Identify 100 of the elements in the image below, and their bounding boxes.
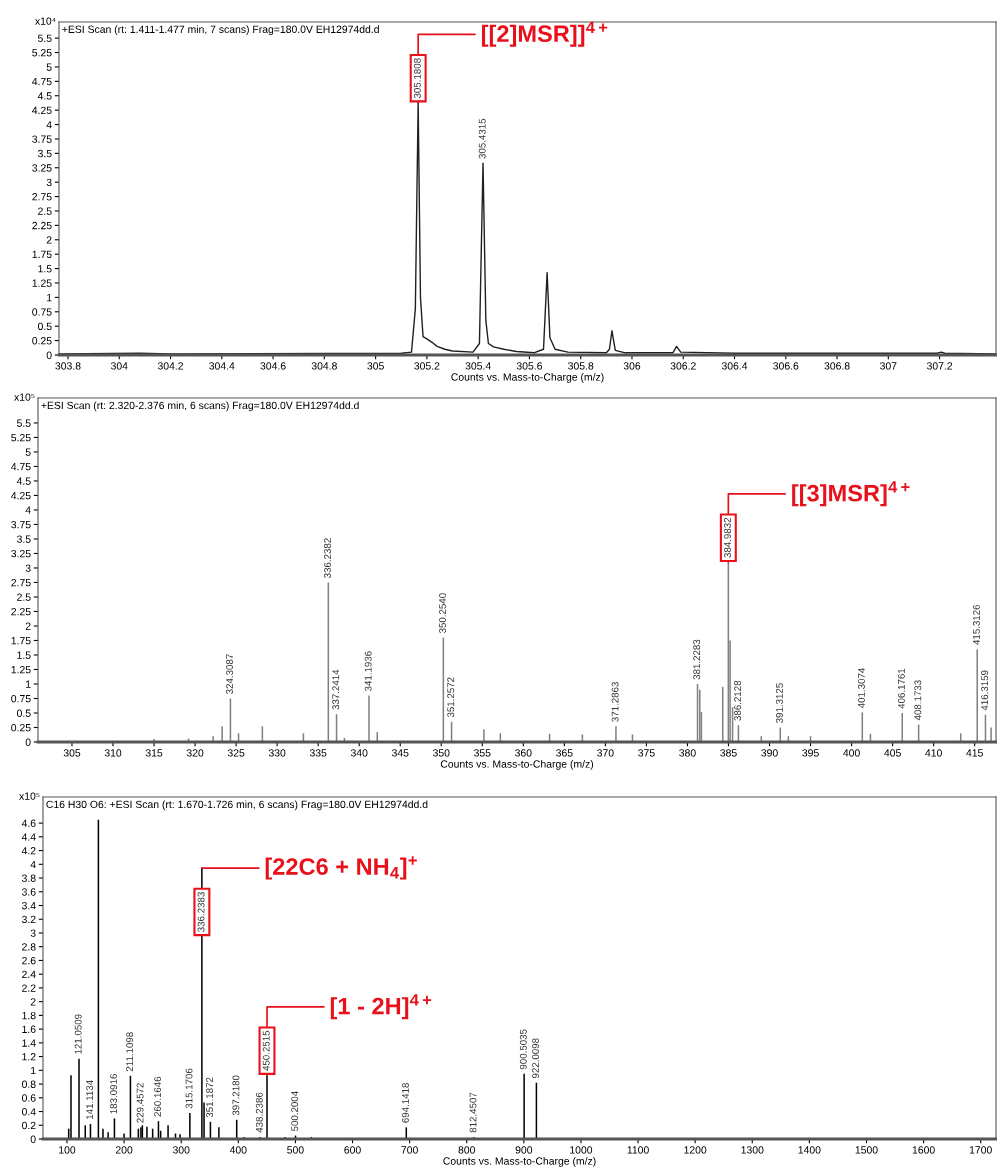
y-tick-label: 4 xyxy=(30,860,36,869)
y-tick-label: 0.5 xyxy=(37,322,52,331)
x-tick-label: 700 xyxy=(401,1146,418,1154)
y-tick-label: 2.5 xyxy=(38,207,52,215)
annotation: 337.2414 xyxy=(332,669,340,710)
y-tick-label: 0.2 xyxy=(21,1121,36,1130)
annotation: 351.2572 xyxy=(447,677,455,718)
x-tick-label: 100 xyxy=(59,1146,76,1154)
y-tick-label: 2.6 xyxy=(22,956,36,965)
x-tick-label: 306.8 xyxy=(824,362,850,370)
annotation: 384.9832 xyxy=(724,517,731,558)
x-tick-label: 310 xyxy=(104,749,122,757)
x-tick-label: 305 xyxy=(63,749,81,757)
chart-title: +ESI Scan (rt: 2.320-2.376 min, 6 scans) Frag=180.0V EH12974dd.d xyxy=(41,401,359,412)
y-tick-label: 2 xyxy=(46,236,52,244)
x-tick-label: 500 xyxy=(287,1146,304,1154)
y-tick-label: 3.25 xyxy=(11,549,31,558)
annotation: [1 - 2H]$^{4+}$ xyxy=(330,994,432,1020)
y-tick-label: 1.4 xyxy=(22,1039,36,1047)
y-tick-label: 4.75 xyxy=(11,463,31,471)
annotation: 694.1418 xyxy=(402,1083,409,1123)
y-tick-label: 5.5 xyxy=(37,34,52,43)
line-series xyxy=(59,101,996,355)
x-tick-label: 300 xyxy=(172,1146,190,1154)
x-tick-label: 400 xyxy=(229,1146,247,1154)
y-tick-label: 4 xyxy=(46,121,52,129)
annotation: 922.0098 xyxy=(532,1038,540,1079)
annotation: 900.5035 xyxy=(519,1029,527,1070)
y-tick-label: 0.6 xyxy=(21,1094,36,1102)
x-tick-label: 375 xyxy=(638,749,655,757)
y-tick-label: 0.5 xyxy=(16,709,31,717)
annotation: 381.2283 xyxy=(693,639,701,680)
x-tick-label: 345 xyxy=(391,749,409,757)
annotation: 397.2180 xyxy=(232,1075,240,1116)
x-tick-label: 400 xyxy=(843,749,860,757)
y-tick-label: 2.25 xyxy=(32,221,52,230)
annotation: 401.3074 xyxy=(858,667,865,709)
x-tick-label: 1400 xyxy=(798,1146,821,1154)
x-tick-label: 304.6 xyxy=(260,362,286,370)
y-tick-label: 1.75 xyxy=(32,250,52,259)
y-tick-label: 2.75 xyxy=(32,193,52,201)
annotation: 386.2128 xyxy=(734,680,742,721)
y-tick-label: 4.5 xyxy=(37,92,52,100)
x-tick-label: 305.4 xyxy=(465,362,491,370)
y-tick-label: 5 xyxy=(25,448,31,456)
y-axis-title: x10⁵ xyxy=(14,393,35,401)
y-tick-label: 1.6 xyxy=(22,1025,36,1033)
annotation: 336.2383 xyxy=(197,892,205,932)
x-tick-label: 303.8 xyxy=(55,362,81,370)
x-tick-label: 306.2 xyxy=(670,362,696,370)
y-tick-label: 3.75 xyxy=(11,520,31,529)
annotation: 260.1646 xyxy=(154,1076,162,1117)
x-tick-label: 306.4 xyxy=(721,362,748,370)
x-tick-label: 305.6 xyxy=(516,362,542,370)
y-tick-label: 4 xyxy=(25,506,31,514)
y-tick-label: 2.5 xyxy=(17,593,31,601)
y-tick-label: 4.75 xyxy=(32,77,52,86)
x-tick-label: 307.2 xyxy=(926,362,953,370)
annotation: 350.2540 xyxy=(439,593,446,634)
x-tick-label: 1700 xyxy=(969,1146,992,1154)
annotation: 305.1808 xyxy=(413,58,421,99)
annotation: 336.2382 xyxy=(324,538,331,578)
y-tick-label: 3.4 xyxy=(21,902,36,910)
y-tick-label: 1.5 xyxy=(17,651,31,659)
x-tick-label: 900 xyxy=(515,1146,533,1154)
y-tick-label: 5 xyxy=(46,63,52,71)
annotation: [[2]MSR]]$^{4+}$ xyxy=(481,21,608,47)
annotation: [[3]MSR]$^{4+}$ xyxy=(792,481,910,507)
x-tick-label: 330 xyxy=(268,749,286,757)
annotation: 229.4572 xyxy=(136,1083,144,1123)
x-tick-label: 306 xyxy=(623,362,641,370)
chart-title: C16 H30 O6: +ESI Scan (rt: 1.670-1.726 min, 6 scans) Frag=180.0V EH12974dd.d xyxy=(46,800,428,811)
annotation: 341.1936 xyxy=(364,651,372,692)
x-tick-label: 395 xyxy=(802,749,819,757)
x-tick-label: 320 xyxy=(186,749,204,757)
annotation: 351.1872 xyxy=(206,1077,214,1118)
y-tick-label: 0.25 xyxy=(32,337,52,345)
x-tick-label: 335 xyxy=(309,749,327,757)
y-tick-label: 3 xyxy=(30,929,36,937)
annotation: 121.0509 xyxy=(74,1014,82,1054)
annotation: [22C6 + NH$_{4}$]$^{+}$ xyxy=(265,856,417,880)
y-tick-label: 0 xyxy=(46,351,52,359)
y-tick-label: 1 xyxy=(26,680,31,688)
x-tick-label: 405 xyxy=(884,749,901,757)
x-tick-label: 600 xyxy=(344,1146,361,1154)
x-tick-label: 380 xyxy=(679,749,696,757)
annotation: 141.1134 xyxy=(86,1080,94,1119)
y-tick-label: 2.75 xyxy=(11,578,31,587)
x-tick-label: 1000 xyxy=(570,1146,593,1154)
y-tick-label: 0.75 xyxy=(11,694,31,703)
y-tick-label: 2.8 xyxy=(22,943,36,951)
y-tick-label: 4.6 xyxy=(21,819,36,827)
x-tick-label: 304 xyxy=(110,362,128,370)
x-tick-label: 304.8 xyxy=(311,362,337,370)
y-tick-label: 1.5 xyxy=(38,265,52,273)
y-tick-label: 1.2 xyxy=(22,1053,36,1061)
x-tick-label: 305.8 xyxy=(568,362,594,370)
y-tick-label: 0 xyxy=(25,738,31,746)
annotation: 305.4315 xyxy=(478,118,486,159)
y-axis-title: x10⁴ xyxy=(35,17,56,25)
